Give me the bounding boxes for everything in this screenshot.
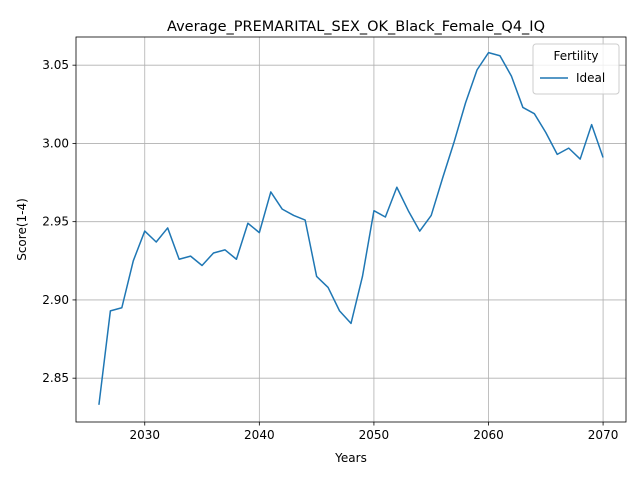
x-tick-label: 2060 (473, 428, 504, 442)
legend-box (532, 43, 620, 95)
legend-label-ideal: Ideal (576, 71, 605, 85)
x-tick-label: 2040 (244, 428, 275, 442)
chart-title: Average_PREMARITAL_SEX_OK_Black_Female_Q… (167, 19, 545, 35)
plot-frame (75, 36, 627, 423)
x-tick-label: 2030 (129, 428, 160, 442)
x-axis-label: Years (334, 451, 367, 465)
y-tick-label: 2.85 (42, 371, 69, 385)
series-line-ideal (98, 51, 604, 405)
x-tick-label: 2050 (359, 428, 390, 442)
y-tick-label: 3.00 (42, 136, 69, 150)
y-axis-label: Score(1-4) (15, 198, 29, 261)
x-tick-label: 2070 (588, 428, 619, 442)
legend-title: Fertility (553, 49, 598, 63)
series-lines (98, 51, 604, 405)
y-tick-label: 2.90 (42, 293, 69, 307)
axis-ticks: 2030 2040 2050 2060 2070 2.85 2.90 2.95 3.00 3.05 (42, 58, 618, 442)
y-tick-label: 2.95 (42, 215, 69, 229)
y-tick-label: 3.05 (42, 58, 69, 72)
legend: Fertility Ideal (532, 43, 620, 95)
